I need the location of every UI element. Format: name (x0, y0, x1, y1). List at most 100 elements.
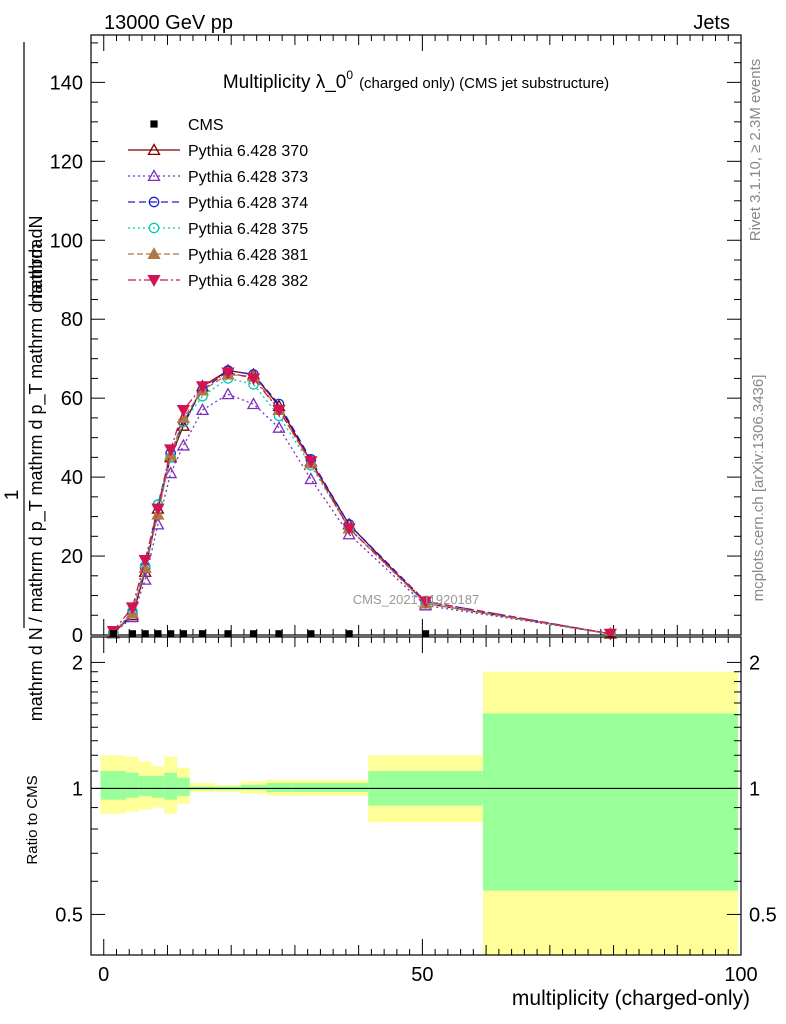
ratio-ytick-label-right-1: 1 (749, 778, 760, 800)
legend-label-1: Pythia 6.428 373 (188, 169, 308, 186)
ratio-inner-band-1 (126, 772, 139, 798)
main-ytick-label-140: 140 (50, 72, 83, 94)
series-1-point-6 (195, 403, 210, 416)
cms-point-7 (224, 630, 232, 638)
legend-marker-2 (148, 196, 160, 208)
series-5-point-2 (138, 554, 152, 567)
legend: CMS Pythia 6.428 370 Pythia 6.428 373 Pythi… (128, 117, 308, 290)
series-5-point-4 (164, 444, 178, 457)
cms-point-0 (109, 630, 117, 638)
series-1-point-10 (304, 472, 318, 485)
legend-marker-3 (148, 222, 160, 234)
ratio-inner-band-12 (482, 713, 738, 891)
cms-point-9 (275, 630, 283, 638)
series-5-point-7 (221, 367, 235, 380)
cms-point-2 (141, 630, 149, 638)
ratio-inner-band-2 (138, 776, 152, 796)
ratio-inner-band-3 (151, 776, 165, 798)
title-rest: (charged only) (CMS jet substructure) (359, 75, 609, 92)
legend-label-0: Pythia 6.428 370 (188, 143, 308, 160)
chart-title: Multiplicity λ_00 (charged only) (CMS jet… (223, 68, 609, 93)
main-ytick-label-100: 100 (50, 230, 83, 252)
ratio-inner-band-10 (291, 783, 369, 793)
ratio-inner-band-4 (164, 772, 178, 800)
xlabel: multiplicity (charged-only) (512, 987, 750, 1010)
ratio-plot: 0 50 100 0.5 0.5 1 1 2 2 (55, 636, 777, 986)
ratio-inner-band-9 (266, 783, 292, 793)
series-line-5 (112, 371, 611, 635)
ratio-ytick-label-right-0.5: 0.5 (749, 904, 777, 926)
cms-data (109, 630, 430, 638)
series-5-point-1 (125, 602, 140, 615)
cms-point-10 (307, 630, 315, 638)
cms-point-3 (154, 630, 162, 638)
series-1-point-5 (176, 438, 191, 451)
cms-point-5 (179, 630, 188, 638)
ratio-ytick-label-left-1: 1 (72, 778, 83, 800)
main-plot: 0 20 40 60 80 100 120 140 (50, 34, 742, 647)
ratio-inner-band-8 (240, 784, 267, 791)
ratio-ytick-label-left-2: 2 (72, 652, 83, 674)
legend-marker-5 (147, 274, 161, 287)
series-5 (106, 367, 617, 641)
main-ytick-label-20: 20 (61, 546, 83, 568)
legend-marker-4 (147, 247, 161, 260)
ratio-frame (90, 636, 742, 956)
legend-label-2: Pythia 6.428 374 (188, 195, 308, 212)
cms-point-4 (167, 630, 175, 638)
ratio-ytick-label-right-2: 2 (749, 652, 760, 674)
series-5-point-10 (304, 456, 318, 469)
series-5-point-8 (246, 373, 261, 386)
series-1-point-9 (272, 420, 286, 433)
watermark: CMS_2021_I1920187 (353, 592, 480, 607)
mcplots-label: mcplots.cern.ch [arXiv:1306.3436] (750, 375, 767, 602)
main-ytick-label-80: 80 (61, 309, 83, 331)
legend-label-3: Pythia 6.428 375 (188, 221, 308, 238)
main-ylabel: mathrm dN 1 mathrm d N / mathrm d p_T ma… (2, 42, 47, 721)
series-1-point-11 (342, 527, 356, 540)
series-5-point-11 (342, 523, 356, 536)
ratio-inner-band-0 (100, 771, 127, 800)
title-main: Multiplicity λ_0 (223, 72, 347, 93)
series-5-point-12 (418, 596, 433, 609)
series-1-point-8 (246, 397, 261, 410)
cms-point-6 (198, 630, 207, 638)
xtick-label-0: 0 (98, 964, 109, 986)
series-line-1 (112, 393, 611, 635)
series-1-point-7 (221, 387, 235, 400)
ratio-inner-band-5 (177, 777, 190, 796)
main-ytick-label-40: 40 (61, 467, 83, 489)
category-label: Jets (693, 12, 730, 34)
ratio-ytick-label-left-0.5: 0.5 (55, 904, 83, 926)
cms-point-11 (345, 630, 353, 638)
series-5-point-6 (195, 381, 210, 394)
series-5-point-9 (272, 404, 286, 417)
xtick-label-50: 50 (411, 964, 433, 986)
series-5-point-5 (176, 404, 191, 417)
rivet-label: Rivet 3.1.10, ≥ 2.3M events (747, 59, 764, 242)
main-ytick-label-60: 60 (61, 388, 83, 410)
ylabel-top: mathrm dN (26, 215, 46, 304)
series-5-point-3 (151, 503, 165, 516)
legend-label-5: Pythia 6.428 382 (188, 273, 308, 290)
cms-point-1 (128, 630, 137, 638)
legend-marker-0 (147, 143, 161, 156)
main-frame (90, 34, 742, 636)
main-ytick-label-0: 0 (72, 625, 83, 647)
xtick-label-100: 100 (724, 964, 757, 986)
legend-marker-cms (150, 120, 158, 128)
series-5-point-13 (603, 628, 617, 641)
ratio-ylabel: Ratio to CMS (24, 775, 41, 864)
series-1-point-4 (164, 466, 178, 479)
cms-point-8 (249, 630, 258, 638)
series-line-2 (112, 369, 611, 635)
energy-label: 13000 GeV pp (104, 12, 233, 34)
legend-label-4: Pythia 6.428 381 (188, 247, 308, 264)
ylabel-one: 1 (2, 490, 23, 501)
legend-marker-1 (147, 169, 161, 182)
legend-label-cms: CMS (188, 117, 224, 134)
ylabel-bottom: mathrm d N / mathrm d p_T mathrm d p_T m… (26, 238, 47, 721)
cms-point-12 (421, 630, 430, 638)
main-ytick-label-120: 120 (50, 151, 83, 173)
